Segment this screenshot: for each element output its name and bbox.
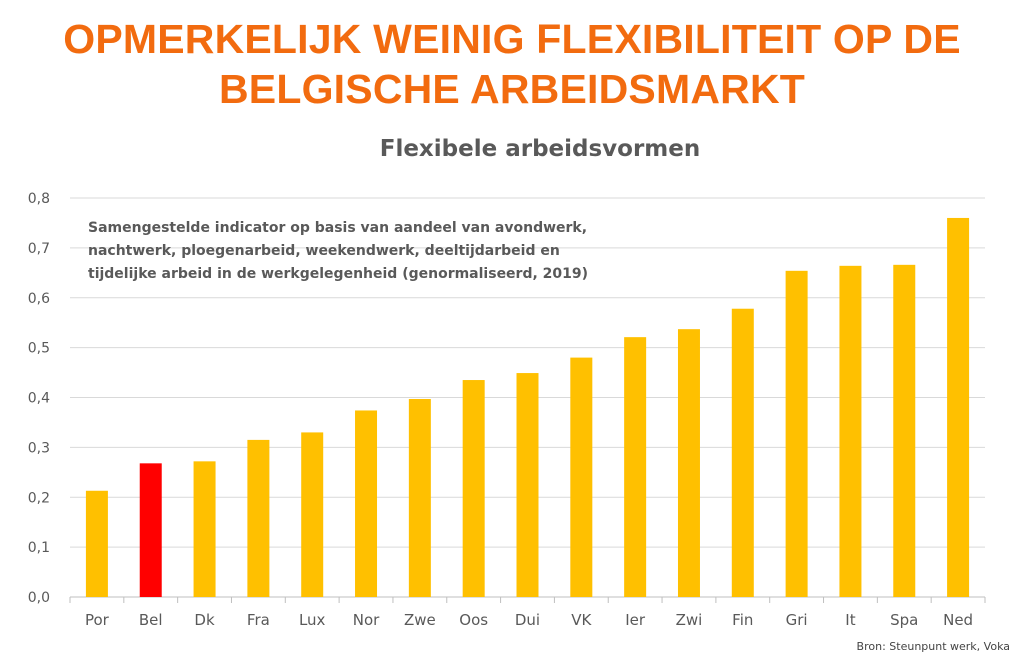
chart-title: Flexibele arbeidsvormen [380,136,701,162]
bar-lux [301,432,324,597]
x-tick-label: Oos [459,611,488,629]
bar-dui [516,373,539,597]
y-tick-label: 0,3 [28,440,50,456]
headline-line-2: BELGISCHE ARBEIDSMARKT [218,66,805,112]
x-tick-label: Ned [943,611,973,629]
x-tick-label: Fin [732,611,753,629]
bar-nor [355,410,378,597]
y-tick-label: 0,4 [28,391,50,407]
x-tick-label: Nor [353,611,380,629]
x-tick-label: Dui [515,611,540,629]
bar-spa [893,264,916,597]
x-tick-label: Gri [786,611,808,629]
y-tick-label: 0,5 [28,341,50,357]
bar-fra [247,439,270,597]
y-tick-label: 0,1 [28,540,50,556]
x-tick-label: Lux [299,611,326,629]
y-tick-label: 0,6 [28,291,50,307]
y-tick-label: 0,0 [28,590,50,606]
x-tick-label: Bel [139,611,163,629]
bar-zwi [677,329,700,597]
x-tick-label: Spa [890,611,918,629]
bar-gri [785,270,808,597]
x-tick-label: Dk [194,611,215,629]
chart-annotation-line: nachtwerk, ploegenarbeid, weekendwerk, d… [88,243,560,259]
headline-line-1: OPMERKELIJK WEINIG FLEXIBILITEIT OP DE [63,16,961,62]
source-note: Bron: Steunpunt werk, Voka [856,640,1010,653]
bar-ier [624,337,647,597]
x-tick-label: Zwe [404,611,436,629]
bar-bel [139,463,162,597]
x-tick-label: Ier [625,611,646,629]
x-tick-label: Fra [247,611,270,629]
x-tick-label: Zwi [676,611,703,629]
bar-fin [731,308,754,597]
bar-por [85,490,108,597]
y-tick-label: 0,7 [28,241,50,257]
bar-dk [193,461,216,597]
bar-vk [570,357,593,597]
chart-annotation-line: Samengestelde indicator op basis van aan… [88,220,587,236]
x-tick-label: VK [571,611,592,629]
x-tick-label: Por [85,611,110,629]
x-tick-label: It [845,611,855,629]
bar-oos [462,380,485,597]
bar-zwe [408,398,431,597]
y-tick-label: 0,2 [28,490,50,506]
bar-it [839,265,862,597]
y-tick-label: 0,8 [28,191,50,207]
chart-annotation-line: tijdelijke arbeid in de werkgelegenheid … [88,266,588,282]
headline: OPMERKELIJK WEINIG FLEXIBILITEIT OP DE B… [0,14,1024,114]
bar-ned [947,217,970,597]
